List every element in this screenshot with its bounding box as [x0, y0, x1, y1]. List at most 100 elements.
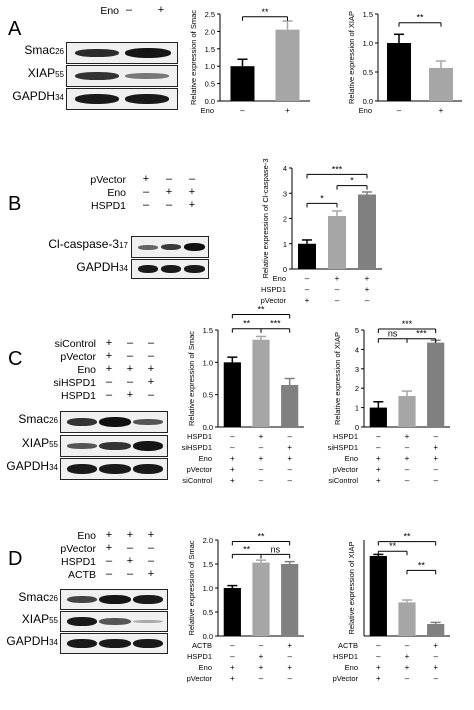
- cond-symbol: –: [125, 4, 133, 16]
- condition-symbol: –: [376, 432, 381, 441]
- y-axis-label: Relative expression of XIAP: [347, 11, 356, 104]
- condition-label: HSPD1: [333, 432, 358, 441]
- bar: [427, 624, 445, 636]
- blot-label: XIAP55: [27, 66, 64, 80]
- significance-label: ***: [270, 319, 281, 329]
- significance-label: ns: [388, 329, 398, 339]
- y-tick-label: 1.5: [363, 10, 373, 19]
- cond-label: Eno: [77, 364, 96, 376]
- cond-label: siControl: [54, 338, 96, 350]
- bar: [369, 407, 387, 427]
- condition-label: siControl: [182, 476, 212, 485]
- panel-label-c: C: [8, 348, 23, 370]
- western-blot-gapdh: [60, 458, 168, 480]
- y-tick-label: 0: [355, 423, 359, 432]
- cond-symbol: –: [147, 555, 155, 567]
- cond-symbol: +: [105, 337, 113, 349]
- condition-symbol: –: [287, 465, 292, 474]
- condition-label: Eno: [273, 274, 286, 283]
- y-tick-label: 0.0: [363, 97, 373, 106]
- cond-symbol: +: [147, 376, 155, 388]
- condition-symbol: –: [365, 296, 370, 305]
- condition-label: Eno: [199, 663, 212, 672]
- y-tick-label: 1.5: [205, 45, 215, 54]
- significance-label: **: [389, 541, 397, 551]
- cond-symbol: +: [126, 389, 134, 401]
- bar: [398, 395, 416, 427]
- y-tick-label: 5: [355, 326, 359, 335]
- significance-label: **: [257, 531, 265, 541]
- condition-symbol: +: [230, 465, 235, 474]
- y-axis-label: Relative expression of Cl-caspase-3: [261, 158, 270, 278]
- blot-label: Smac26: [18, 590, 58, 604]
- condition-symbol: +: [230, 476, 235, 485]
- bar: [387, 43, 411, 101]
- condition-label: pVector: [261, 296, 287, 305]
- condition-symbol: +: [259, 663, 264, 672]
- cond-label-eno: Eno: [100, 5, 119, 17]
- bar: [223, 588, 241, 636]
- condition-label: ACTB: [338, 641, 358, 650]
- significance-label: **: [418, 560, 426, 570]
- condition-symbol: +: [259, 652, 264, 661]
- condition-symbol: –: [376, 641, 381, 650]
- condition-symbol: –: [433, 674, 438, 683]
- y-tick-label: 0: [283, 265, 287, 274]
- condition-symbol: –: [259, 476, 264, 485]
- condition-label: Eno: [199, 454, 212, 463]
- condition-symbol: –: [376, 652, 381, 661]
- y-tick-label: 0.0: [205, 97, 215, 106]
- cond-symbol: +: [105, 529, 113, 541]
- condition-label: pVector: [333, 465, 359, 474]
- y-axis-label: Relative expression of Smac: [189, 10, 198, 105]
- condition-symbol: –: [287, 476, 292, 485]
- cond-symbol: –: [147, 337, 155, 349]
- blot-label: GAPDH34: [6, 459, 58, 473]
- cond-symbol: +: [126, 555, 134, 567]
- y-axis-label: Relative expression of XIAP: [347, 542, 356, 635]
- condition-label: HSPD1: [187, 652, 212, 661]
- cond-symbol: –: [147, 350, 155, 362]
- cond-symbol: +: [105, 350, 113, 362]
- condition-symbol: –: [405, 465, 410, 474]
- western-blot-xiap: [60, 435, 168, 457]
- cond-label: pVector: [90, 174, 126, 186]
- significance-label: ***: [332, 164, 343, 174]
- bar: [369, 556, 387, 636]
- condition-symbol: –: [335, 285, 340, 294]
- condition-symbol: +: [230, 663, 235, 672]
- y-tick-label: 2.0: [205, 27, 215, 36]
- bar: [429, 67, 453, 101]
- condition-symbol: +: [259, 432, 264, 441]
- condition-symbol: +: [439, 106, 444, 115]
- significance-label: **: [243, 544, 251, 554]
- western-blot-smac: [66, 42, 178, 64]
- condition-label: HSPD1: [333, 652, 358, 661]
- condition-symbol: –: [240, 106, 245, 115]
- panel-label-d: D: [8, 548, 23, 570]
- condition-symbol: +: [287, 663, 292, 672]
- cond-symbol: –: [126, 568, 134, 580]
- cond-symbol: –: [126, 376, 134, 388]
- condition-label: siHSPD1: [182, 443, 212, 452]
- cond-label: HSPD1: [60, 556, 96, 568]
- cond-symbol: –: [126, 350, 134, 362]
- condition-label: ACTB: [192, 641, 212, 650]
- cond-symbol: –: [188, 173, 196, 185]
- bar: [252, 562, 270, 636]
- cond-symbol: –: [147, 389, 155, 401]
- condition-label: siControl: [328, 476, 358, 485]
- condition-symbol: –: [433, 476, 438, 485]
- significance-label: **: [243, 319, 251, 329]
- condition-symbol: –: [405, 476, 410, 485]
- y-tick-label: 0.0: [203, 632, 213, 641]
- panel-label-a: A: [8, 18, 22, 40]
- condition-symbol: +: [230, 454, 235, 463]
- cond-symbol: –: [105, 568, 113, 580]
- blot-label: XIAP55: [21, 612, 58, 626]
- bar: [252, 339, 270, 427]
- cond-label: Eno: [107, 187, 126, 199]
- y-tick-label: 1.5: [203, 326, 213, 335]
- condition-symbol: +: [287, 641, 292, 650]
- condition-symbol: +: [259, 454, 264, 463]
